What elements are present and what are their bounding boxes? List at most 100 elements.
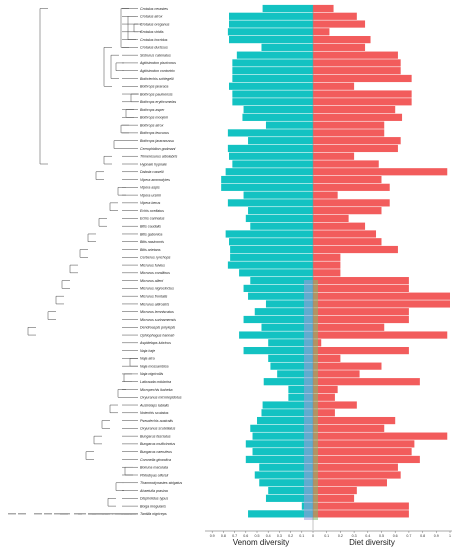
diet-bar [313,51,398,59]
diet-bar [313,207,382,215]
diet-bar [313,292,450,300]
venom-bar [232,160,313,168]
species-label: Aspidelaps lubricus [139,341,171,345]
venom-axis-label: Venom diversity [233,538,289,547]
diet-bar [313,354,341,362]
species-label: Bitis nasicornis [140,240,164,244]
species-label: Micrurus nigrocinctus [140,287,174,291]
species-label: Naja nigricollis [140,372,163,376]
diet-bar [313,393,335,401]
diet-bar [313,253,341,261]
diet-bar [313,494,355,502]
venom-bar [270,362,313,370]
species-label: Notechis scutatus [140,411,169,415]
species-label: Naja haje [140,349,155,353]
diet-bar [313,284,409,292]
tick-label: 0.2 [338,534,343,538]
diet-bar [313,113,403,121]
species-label: Bothrops pauloensis [140,92,173,96]
species-label: Austrelaps labialis [139,403,169,407]
tick-label: 0.5 [379,534,384,538]
diet-bar [313,401,357,409]
species-label: Crotalus oreganus [140,22,170,26]
tick-label: 0.9 [210,534,215,538]
species-label: Tantilla nigriceps [140,512,167,516]
diet-bar [313,152,355,160]
diet-bar [313,502,409,510]
species-label: Micropechis ikaheka [140,388,173,392]
diet-bar [313,4,334,13]
venom-bar [230,245,313,254]
diet-bar [313,440,415,448]
diet-bar [313,12,357,20]
species-label: Crotalus viridis [140,30,164,34]
species-label: Echis carinatus [140,217,165,221]
species-label: Pseudechis australis [140,419,173,423]
diet-bar [313,98,412,106]
species-label: Echis ocellatus [140,209,164,213]
diet-axis-label: Diet diversity [349,538,395,547]
species-label: Cerrophidion godmani [140,147,176,151]
tick-label: 0.8 [221,534,226,538]
venom-bar [232,59,313,67]
species-label: Thamnodynastes strigatus [140,481,182,485]
diet-bar [313,510,409,518]
venom-bar [229,82,313,90]
diet-bar [313,486,357,495]
venom-bar [243,105,313,114]
venom-bar [221,183,313,191]
venom-bar [248,207,313,215]
venom-bar [236,51,313,59]
venom-bar [243,315,313,324]
venom-bar [245,214,313,223]
venom-bar [243,191,313,199]
venom-bar [261,43,313,51]
venom-bar [229,36,313,44]
tick-label: 0.4 [266,534,271,538]
venom-bar [262,401,313,409]
venom-bar [232,98,313,106]
venom-bar [259,463,313,471]
venom-bar [254,308,313,316]
diet-bar [313,308,409,316]
species-label: Micrurus surinamensis [140,318,176,322]
venom-bar [265,300,313,308]
diet-bar [313,36,371,44]
diet-bar [313,214,349,223]
diet-bar [313,277,409,285]
diet-bar [313,129,385,137]
species-label: Crotalus atrox [140,15,163,19]
diet-bar [313,160,379,168]
diet-bar [313,331,448,339]
species-label: Cerberus rynchops [140,256,171,260]
venom-bar [288,393,313,401]
species-label: Bungarus fasciatus [140,434,171,438]
diet-bar [313,59,401,67]
species-label: Agkistrodon contortrix [139,69,175,73]
diet-bar [313,315,409,324]
species-label: Bothrops asper [140,108,165,112]
diet-bar [313,432,448,440]
venom-bar [261,323,313,331]
venom-bar [250,222,313,230]
tick-label: 0.3 [352,534,357,538]
diet-bar [313,175,382,184]
venom-bar [232,67,313,75]
species-labels: Crotalus cerastes Crotalus atrox Crotalus … [139,7,182,516]
venom-bar [227,129,313,137]
species-label: Ahaetulla prasina [139,489,168,493]
venom-bar [265,494,313,502]
diet-bar [313,144,398,153]
species-label: Agkistrodon piscivorus [139,61,176,65]
species-label: Vipera ursinii [140,193,161,197]
overlap-band [304,280,313,520]
venom-bars [221,4,313,520]
diet-bar [313,385,338,394]
venom-bar [221,175,313,184]
venom-bar [229,12,313,20]
tick-label: 0.4 [365,534,370,538]
species-label: Laticauda colubrina [140,380,171,384]
diet-bar [313,261,341,269]
species-label: Naja atra [140,357,155,361]
